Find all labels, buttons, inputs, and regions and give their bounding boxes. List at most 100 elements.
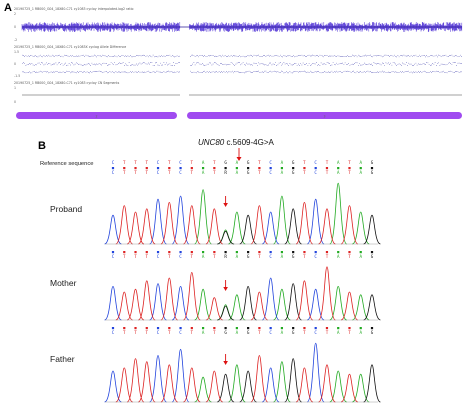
base-call: A xyxy=(337,254,340,259)
reference-base: T xyxy=(213,160,216,165)
base-call-dot xyxy=(156,251,160,254)
track-label: 20190725_1 RB000_G04_18X80-C71 cy1083 cy… xyxy=(14,7,133,11)
base-call: T xyxy=(348,170,351,175)
trace-t xyxy=(115,201,359,245)
track-tick-label: -1.5 xyxy=(14,74,20,78)
track-tick-label: 0 xyxy=(14,62,16,66)
base-call-dot xyxy=(123,167,126,170)
reference-base: T xyxy=(134,160,137,165)
base-call: A xyxy=(281,170,284,175)
base-call-dot xyxy=(201,167,205,170)
chromosome-label: 2 xyxy=(95,114,97,118)
base-call-dot xyxy=(224,327,227,330)
base-call: A xyxy=(202,330,205,335)
variant-change: c.5609-4G>A xyxy=(224,138,274,147)
trace-g xyxy=(217,283,381,321)
track-label: 20190725_1 RB000_G04_18X80-C71 cy1083X c… xyxy=(14,45,126,49)
chromatogram-proband: Proband C T T T C T C T A T R A G T C A G T C T A T A G xyxy=(50,167,381,245)
base-call: T xyxy=(213,330,216,335)
base-call-dot xyxy=(280,251,284,254)
base-call: T xyxy=(191,254,194,259)
base-call-dot xyxy=(179,167,182,170)
base-call: T xyxy=(168,170,171,175)
base-call: C xyxy=(269,170,272,175)
base-call: A xyxy=(202,170,205,175)
base-call: G xyxy=(371,254,374,259)
base-call-dot xyxy=(359,327,362,330)
base-call: C xyxy=(112,170,115,175)
base-call: A xyxy=(337,330,340,335)
reference-sequence-label: Reference sequence xyxy=(40,161,94,167)
base-call: A xyxy=(337,170,340,175)
base-call-dot xyxy=(134,251,137,254)
base-call-dot xyxy=(314,167,317,170)
panel-a-letter: A xyxy=(4,2,12,14)
base-call: T xyxy=(191,170,194,175)
base-call: T xyxy=(348,330,351,335)
track-tick-label: 0 xyxy=(14,100,16,104)
base-call: T xyxy=(123,330,126,335)
base-call-dot xyxy=(190,327,193,330)
base-call: G xyxy=(292,330,295,335)
base-call-dot xyxy=(190,251,193,254)
reference-base: T xyxy=(123,160,126,165)
reference-base: A xyxy=(281,160,284,165)
chromosome-2 xyxy=(16,112,177,119)
base-call: C xyxy=(179,330,182,335)
trace-g xyxy=(217,358,381,403)
base-call: C xyxy=(269,330,272,335)
base-call: A xyxy=(236,254,239,259)
base-call: C xyxy=(157,170,160,175)
base-call-dot xyxy=(303,251,306,254)
variant-arrow-top-head xyxy=(236,157,242,161)
base-call: T xyxy=(303,170,306,175)
base-call-dot xyxy=(337,251,340,254)
base-call-dot xyxy=(314,327,317,330)
base-call-dot xyxy=(213,167,216,170)
chromosome-3 xyxy=(187,112,462,119)
base-call: C xyxy=(157,330,160,335)
base-call: G xyxy=(224,330,227,335)
reference-base: C xyxy=(112,160,115,165)
base-call: G xyxy=(247,170,250,175)
reference-base: T xyxy=(303,160,306,165)
base-call: T xyxy=(303,330,306,335)
base-call: T xyxy=(258,330,261,335)
base-call: G xyxy=(247,254,250,259)
base-call-dot xyxy=(359,167,362,170)
variant-arrow-head xyxy=(223,361,228,365)
base-call-dot xyxy=(325,167,329,170)
base-call-dot xyxy=(145,327,148,330)
reference-base: G xyxy=(292,160,295,165)
base-call-dot xyxy=(179,327,182,330)
base-call: A xyxy=(359,254,362,259)
base-call: T xyxy=(146,254,149,259)
base-call-dot xyxy=(269,327,272,330)
base-call-dot xyxy=(235,251,238,254)
variant-gene: UNC80 xyxy=(198,138,225,147)
base-call: R xyxy=(224,170,227,175)
base-call-dot xyxy=(370,167,374,170)
reference-base: C xyxy=(314,160,317,165)
reference-base: T xyxy=(146,160,149,165)
allele-band xyxy=(22,62,462,66)
base-call: C xyxy=(314,330,317,335)
chromosome-label: 3 xyxy=(323,114,325,118)
reference-base: A xyxy=(359,160,362,165)
base-call-dot xyxy=(168,327,171,330)
base-call: A xyxy=(359,170,362,175)
track-tick-label: 0 xyxy=(14,25,16,29)
base-call: T xyxy=(326,170,329,175)
base-call-dot xyxy=(314,251,317,254)
reference-base: A xyxy=(202,160,205,165)
base-call-dot xyxy=(168,167,171,170)
base-call-dot xyxy=(280,327,284,330)
base-call-dot xyxy=(292,327,295,330)
reference-base: T xyxy=(326,160,329,165)
base-call: T xyxy=(303,254,306,259)
base-call-dot xyxy=(337,167,340,170)
track-3: 20190725_1 RB000_G04_18X80-C71 cy1083 cy… xyxy=(14,81,462,104)
base-call-dot xyxy=(134,167,137,170)
base-call-dot xyxy=(292,251,295,254)
